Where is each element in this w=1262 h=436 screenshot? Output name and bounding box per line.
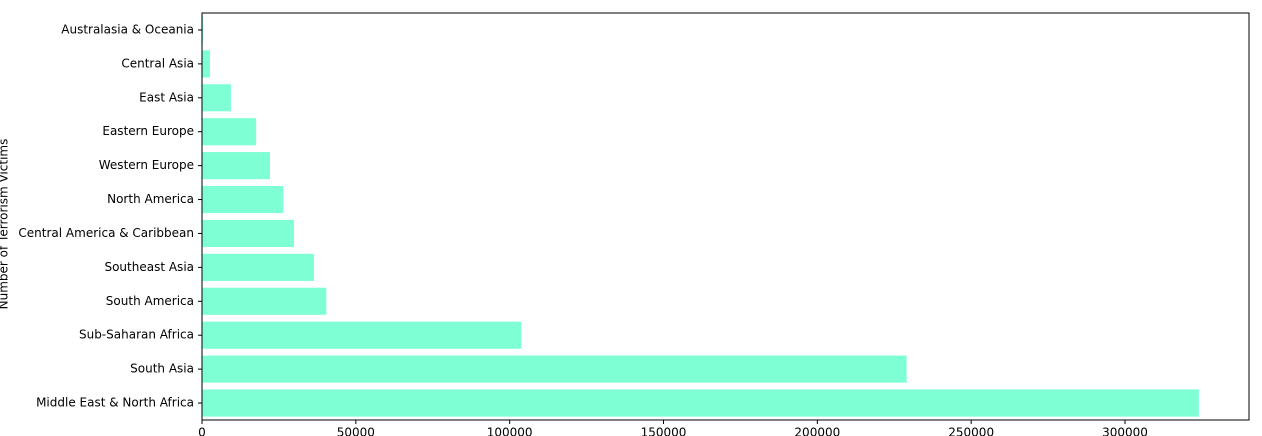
x-tick-label: 100000 bbox=[487, 426, 533, 436]
y-tick-label: Middle East & North Africa bbox=[36, 396, 194, 410]
y-tick-label: Central Asia bbox=[121, 56, 194, 70]
y-tick-label: Eastern Europe bbox=[102, 124, 194, 138]
y-tick-label: Australasia & Oceania bbox=[61, 22, 194, 36]
bar bbox=[202, 185, 284, 214]
bar bbox=[202, 50, 210, 78]
x-tick-label: 0 bbox=[198, 426, 206, 436]
y-axis-label: Number of Terrorism Victims bbox=[0, 139, 11, 310]
x-tick-label: 150000 bbox=[641, 426, 687, 436]
bar bbox=[202, 389, 1199, 417]
x-tick-label: 250000 bbox=[948, 426, 994, 436]
y-tick-label: Southeast Asia bbox=[104, 260, 194, 274]
y-tick-label: East Asia bbox=[139, 90, 194, 104]
x-tick-label: 200000 bbox=[794, 426, 840, 436]
y-tick-label: South America bbox=[106, 294, 194, 308]
bar bbox=[202, 118, 257, 146]
bar bbox=[202, 219, 294, 248]
bar bbox=[202, 84, 231, 112]
bar bbox=[202, 253, 314, 281]
bar bbox=[202, 152, 270, 180]
x-tick-label: 50000 bbox=[337, 426, 375, 436]
x-tick-label: 300000 bbox=[1102, 426, 1148, 436]
bar bbox=[202, 287, 327, 315]
y-tick-label: North America bbox=[107, 192, 194, 206]
plot-frame bbox=[201, 12, 1250, 421]
y-tick-label: South Asia bbox=[130, 362, 194, 376]
y-tick-label: Western Europe bbox=[99, 158, 194, 172]
bar bbox=[202, 321, 522, 349]
bar bbox=[202, 355, 907, 383]
y-tick-label: Central America & Caribbean bbox=[18, 226, 194, 240]
y-tick-label: Sub-Saharan Africa bbox=[79, 328, 194, 342]
